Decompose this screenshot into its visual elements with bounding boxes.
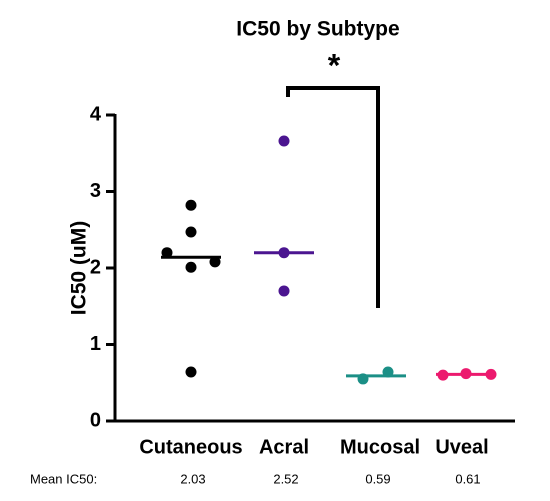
x-tick-label: Cutaneous xyxy=(139,436,242,458)
data-point xyxy=(278,247,290,259)
chart-title: IC50 by Subtype xyxy=(236,18,399,41)
y-axis-label: IC50 (uM) xyxy=(68,221,91,316)
data-point xyxy=(185,366,197,378)
mean-value: 2.03 xyxy=(180,471,205,486)
y-tick-label: 3 xyxy=(90,180,101,202)
significance-bracket xyxy=(286,86,380,308)
mean-label: Mean IC50: xyxy=(30,471,97,486)
x-tick-label: Acral xyxy=(259,436,309,458)
data-point xyxy=(460,368,472,380)
significance-marker: * xyxy=(328,47,341,83)
y-tick-label: 2 xyxy=(90,256,101,278)
mean-value: 0.61 xyxy=(455,471,480,486)
data-point xyxy=(382,366,394,378)
data-point xyxy=(185,199,197,211)
x-tick-label: Mucosal xyxy=(340,436,420,458)
y-tick-label: 4 xyxy=(90,103,102,125)
data-point xyxy=(185,226,197,238)
data-point xyxy=(161,247,173,259)
data-point xyxy=(209,256,221,268)
mean-value: 0.59 xyxy=(365,471,390,486)
data-point xyxy=(278,285,290,297)
y-tick-label: 0 xyxy=(90,409,101,431)
data-point xyxy=(278,135,290,147)
mean-value: 2.52 xyxy=(273,471,298,486)
x-tick-label: Uveal xyxy=(435,436,488,458)
data-point xyxy=(485,368,497,380)
data-point xyxy=(437,369,449,381)
data-point xyxy=(357,373,369,385)
y-tick-label: 1 xyxy=(90,333,101,355)
data-point xyxy=(185,261,197,273)
